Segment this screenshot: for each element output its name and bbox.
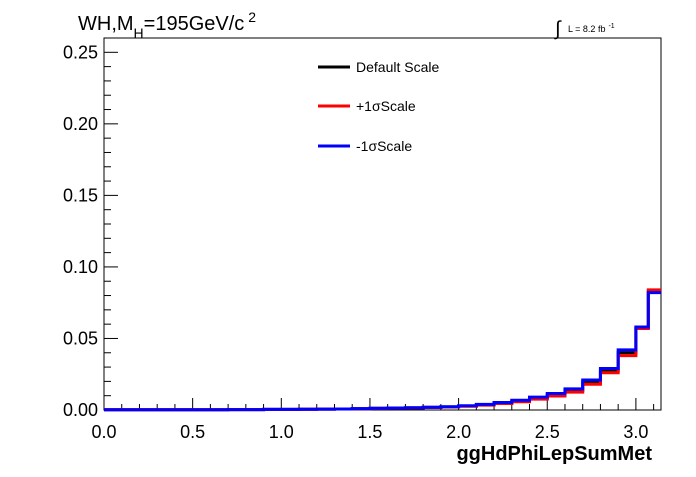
series-layer <box>104 288 661 412</box>
tick-labels: 0.0 0.5 1.0 1.5 2.0 2.5 3.0 0.00 0.05 0.10 0.15 0.2… <box>63 42 648 442</box>
legend-label-minus1sigma: -1σScale <box>356 138 412 154</box>
lumi-sup: -1 <box>608 23 614 30</box>
x-axis-label: ggHdPhiLepSumMet <box>456 443 652 465</box>
y-tick-label: 0.25 <box>63 42 98 62</box>
lumi-text: L = 8.2 fb -1 <box>568 23 615 34</box>
x-tick-label: 2.5 <box>535 422 560 442</box>
y-tick-label: 0.05 <box>63 328 98 348</box>
lumi-integral: ∫ <box>554 18 562 40</box>
chart-title: WH,MH=195GeV/c 2 <box>78 9 256 41</box>
x-tick-label: 1.5 <box>357 422 382 442</box>
y-tick-label: 0.00 <box>63 400 98 420</box>
y-tick-label: 0.20 <box>63 114 98 134</box>
chart-title-base: WH,M <box>78 13 134 35</box>
chart-title-rest: =195GeV/c <box>144 13 245 35</box>
chart-title-sub: H <box>134 25 144 41</box>
legend: Default Scale +1σScale -1σScale <box>318 59 439 154</box>
y-tick-label: 0.15 <box>63 185 98 205</box>
x-tick-label: 1.0 <box>269 422 294 442</box>
y-tick-label: 0.10 <box>63 257 98 277</box>
x-tick-label: 3.0 <box>623 422 648 442</box>
x-tick-label: 0.5 <box>180 422 205 442</box>
series-line-minus1sigma <box>104 291 661 412</box>
chart-title-sup: 2 <box>248 9 256 25</box>
legend-label-default: Default Scale <box>356 59 439 75</box>
lumi-label: L = 8.2 fb <box>568 24 605 34</box>
x-tick-label: 0.0 <box>91 422 116 442</box>
x-tick-label: 2.0 <box>446 422 471 442</box>
legend-label-plus1sigma: +1σScale <box>356 98 416 114</box>
